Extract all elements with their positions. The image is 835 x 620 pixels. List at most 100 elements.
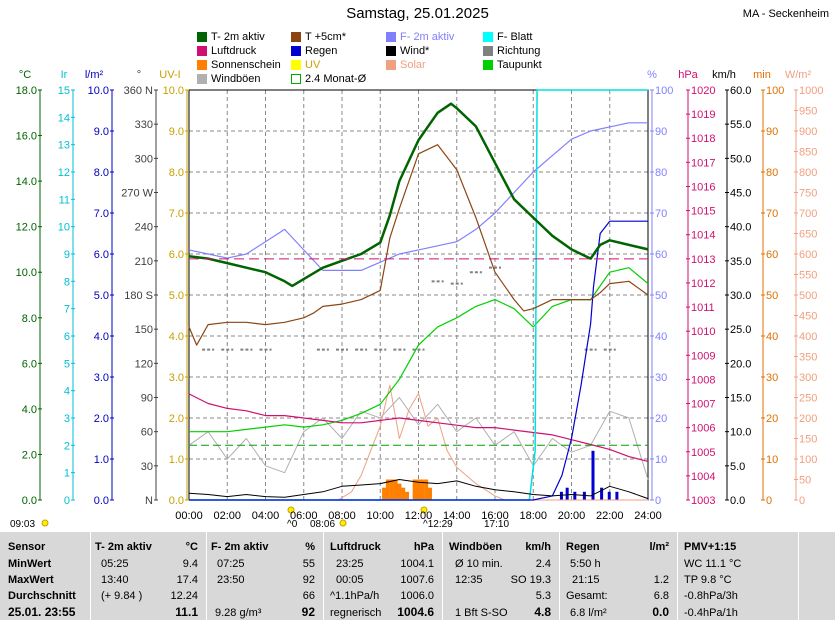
sun-marker — [420, 506, 428, 514]
event-marker-sunset: 17:10 — [484, 519, 510, 530]
legend-item: F- Blatt — [483, 31, 532, 43]
y-axis-tick-label: 1017 — [691, 157, 715, 169]
y-axis-tick-label: 25.0 — [730, 324, 751, 336]
y-axis-tick-label: 0 — [766, 495, 772, 507]
y-axis-tick-label: 0.0 — [169, 495, 184, 507]
y-axis-tick-label: 1009 — [691, 350, 715, 362]
stats-wind-max: SO 19.3 — [510, 574, 551, 586]
y-axis-tick-label: 55.0 — [730, 119, 751, 131]
stats-temp-header: T- 2m aktiv — [95, 541, 152, 553]
y-axis-tick-label: 20 — [766, 413, 778, 425]
y-axis-tick-label: 330 — [135, 119, 153, 131]
stats-temp-current: 11.1 — [175, 605, 198, 619]
y-axis-tick-label: 1007 — [691, 399, 715, 411]
stats-rain-max-time: 21:15 — [572, 574, 600, 586]
y-axis-tick-label: 10.0 — [88, 85, 109, 97]
y-axis-tick-label: 0.0 — [730, 495, 745, 507]
axes: 0.02.04.06.08.010.012.014.016.018.0°C012… — [16, 69, 824, 507]
legend-swatch — [386, 60, 396, 70]
y-axis-tick-label: 8 — [64, 276, 70, 288]
y-axis-tick-label: 6 — [64, 331, 70, 343]
sunshine-bar — [424, 479, 429, 500]
sunshine-bar — [385, 479, 390, 500]
stats-row-max: MaxWert — [8, 574, 54, 586]
legend-swatch — [483, 60, 493, 70]
y-axis-tick-label: 10.0 — [16, 267, 37, 279]
legend-item: UV — [291, 59, 320, 71]
legend-item: Luftdruck — [197, 45, 256, 57]
y-axis-tick-label: 800 — [799, 167, 817, 179]
series-line-regen — [189, 220, 648, 501]
y-axis-tick-label: 400 — [799, 331, 817, 343]
y-axis-tick-label: 600 — [799, 249, 817, 261]
y-axis-tick-label: 300 — [135, 153, 153, 165]
rain-bar — [591, 450, 595, 500]
y-axis-tick-label: 7.0 — [94, 208, 109, 220]
legend-label: T- 2m aktiv — [211, 31, 265, 43]
y-axis-tick-label: 11 — [59, 194, 70, 206]
legend-label: Sonnenschein — [211, 59, 281, 71]
stats-col-humidity: F- 2m aktiv % 07:25 55 23:50 92 66 9.28 … — [207, 532, 323, 620]
y-axis-tick-label: 0 — [64, 495, 70, 507]
y-axis-tick-label: 250 — [799, 393, 817, 405]
y-axis-unit: km/h — [712, 69, 736, 81]
rain-bar — [559, 491, 563, 500]
legend-label: 2.4 Monat-Ø — [305, 73, 367, 85]
stats-hum-min: 55 — [302, 558, 315, 570]
stats-rain-total-label: Gesamt: — [566, 590, 608, 602]
x-axis-tick-label: 14:00 — [443, 510, 471, 522]
y-axis-tick-label: 180 S — [124, 290, 153, 302]
y-axis-tick-label: 18.0 — [16, 85, 37, 97]
y-axis-tick-label: 100 — [799, 454, 817, 466]
legend-label: Solar — [400, 59, 426, 71]
y-axis-tick-label: 10.0 — [730, 427, 751, 439]
y-axis-tick-label: 9.0 — [94, 126, 109, 138]
y-axis-tick-label: 8.0 — [169, 167, 184, 179]
stats-row-current: 25.01. 23:55 — [8, 605, 76, 619]
y-axis-tick-label: 6.0 — [169, 249, 184, 261]
stats-col-pmv: PMV+1:15 WC 11.1 °C TP 9.8 °C -0.8hPa/3h… — [678, 532, 798, 620]
stats-temp-avg-note: (+ 9.84 ) — [101, 590, 143, 602]
x-axis-tick-label: 04:00 — [252, 510, 280, 522]
stats-rain-duration: 5:50 h — [570, 558, 601, 570]
y-axis-unit: °C — [19, 69, 31, 81]
y-axis-tick-label: 40 — [766, 331, 778, 343]
y-axis-unit: min — [753, 69, 771, 81]
y-axis-tick-label: 3.0 — [94, 372, 109, 384]
x-axis-tick-label: 08:00 — [328, 510, 356, 522]
legend-swatch — [386, 32, 396, 42]
y-axis-tick-label: 14 — [58, 112, 70, 124]
legend-item: T- 2m aktiv — [197, 31, 265, 43]
x-axis-tick-label: 02:00 — [213, 510, 241, 522]
stats-press-max-time: 00:05 — [336, 574, 364, 586]
y-axis-tick-label: 7 — [64, 304, 70, 316]
stats-col-sensor: Sensor MinWert MaxWert Durchschnitt 25.0… — [0, 532, 90, 620]
y-axis-tick-label: 90 — [655, 126, 667, 138]
y-axis-tick-label: N — [145, 495, 153, 507]
legend-label: Wind* — [400, 45, 430, 57]
y-axis-tick-label: 2.0 — [22, 449, 37, 461]
grid — [188, 89, 649, 501]
event-marker-noon: ^12:29 — [423, 519, 453, 530]
y-axis-unit: UV-I — [159, 69, 180, 81]
legend-label: Windböen — [211, 73, 261, 85]
sunshine-bar — [420, 479, 425, 500]
stats-pmv-windchill: WC 11.1 °C — [684, 558, 742, 570]
legend-item: 2.4 Monat-Ø — [291, 73, 366, 85]
x-axis-tick-label: 16:00 — [481, 510, 509, 522]
stats-temp-max: 17.4 — [176, 574, 198, 586]
sunshine-bar — [393, 479, 398, 500]
y-axis-tick-label: 30 — [141, 461, 153, 473]
y-axis-tick-label: 90 — [141, 393, 153, 405]
y-axis-tick-label: 14.0 — [16, 176, 37, 188]
stats-header-sensor: Sensor — [8, 541, 46, 553]
stats-hum-header: F- 2m aktiv — [211, 541, 269, 553]
stats-wind-bft: 1 Bft S-SO — [455, 607, 508, 619]
y-axis-tick-label: 60 — [141, 427, 153, 439]
stats-hum-max: 92 — [302, 574, 315, 586]
y-axis-tick-label: 450 — [799, 311, 817, 323]
sunshine-bar — [382, 487, 387, 500]
stats-hum-avg: 66 — [302, 590, 315, 602]
x-axis-tick-label: 06:00 — [290, 510, 318, 522]
chart-title: Samstag, 25.01.2025 — [346, 5, 489, 22]
